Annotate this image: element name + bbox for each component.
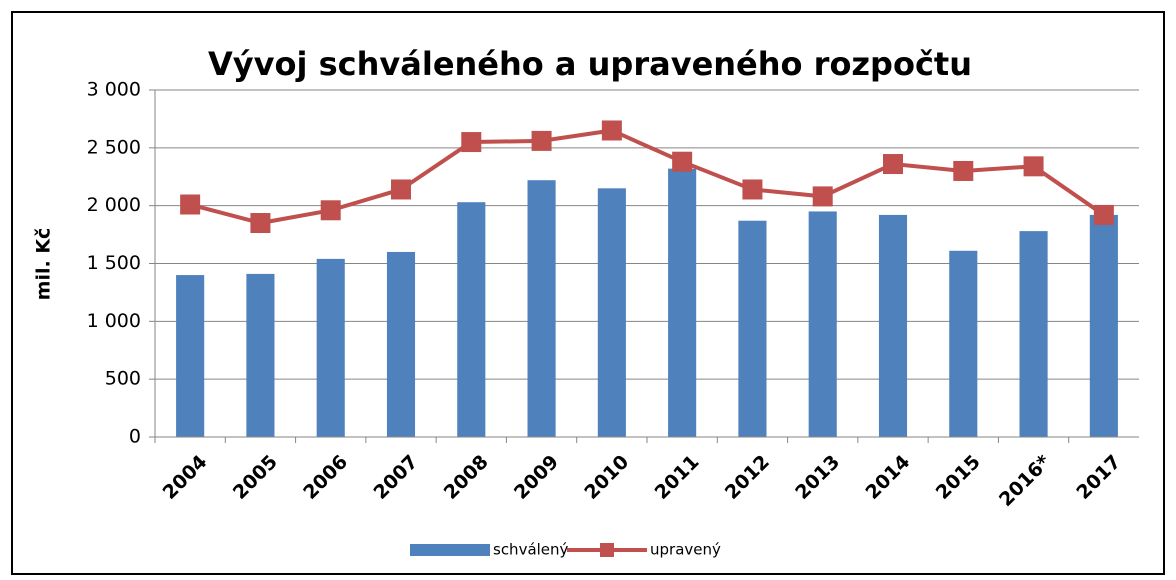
- marker: [250, 213, 271, 234]
- bar: [878, 214, 908, 437]
- bar: [246, 273, 275, 437]
- chart-title: Vývoj schváleného a upraveného rozpočtu: [208, 45, 972, 83]
- y-tick-label: 0: [129, 426, 141, 448]
- y-tick-label: 1 000: [87, 310, 141, 332]
- bar: [457, 202, 486, 437]
- marker: [1093, 204, 1114, 225]
- bar: [316, 258, 345, 437]
- legend-label: upravený: [650, 541, 721, 559]
- legend-marker: [600, 543, 614, 557]
- marker: [672, 151, 693, 172]
- marker: [1023, 156, 1044, 177]
- y-tick-label: 3 000: [87, 79, 141, 101]
- marker: [812, 186, 833, 207]
- bar: [176, 275, 205, 437]
- bar: [1019, 231, 1048, 437]
- bar: [527, 180, 556, 437]
- bar: [808, 211, 837, 437]
- marker: [461, 132, 482, 153]
- marker: [953, 160, 974, 181]
- y-tick-label: 2 000: [87, 194, 141, 216]
- y-tick-label: 500: [105, 368, 141, 390]
- legend-label: schválený: [493, 541, 569, 559]
- marker: [883, 154, 903, 175]
- bar: [386, 251, 416, 437]
- y-axis-label: mil. Kč: [33, 228, 55, 301]
- bar: [738, 220, 767, 437]
- marker: [180, 194, 201, 215]
- bar: [1089, 214, 1118, 437]
- bar: [949, 250, 978, 437]
- marker: [601, 120, 622, 141]
- line: [189, 128, 1105, 226]
- bar: [597, 188, 626, 437]
- y-tick-label: 2 500: [87, 136, 141, 158]
- y-tick-label: 1 500: [87, 252, 141, 274]
- marker: [742, 179, 763, 200]
- marker: [391, 179, 411, 200]
- marker: [531, 130, 552, 151]
- bar: [668, 168, 697, 438]
- legend-swatch: [410, 544, 490, 556]
- marker: [320, 200, 341, 221]
